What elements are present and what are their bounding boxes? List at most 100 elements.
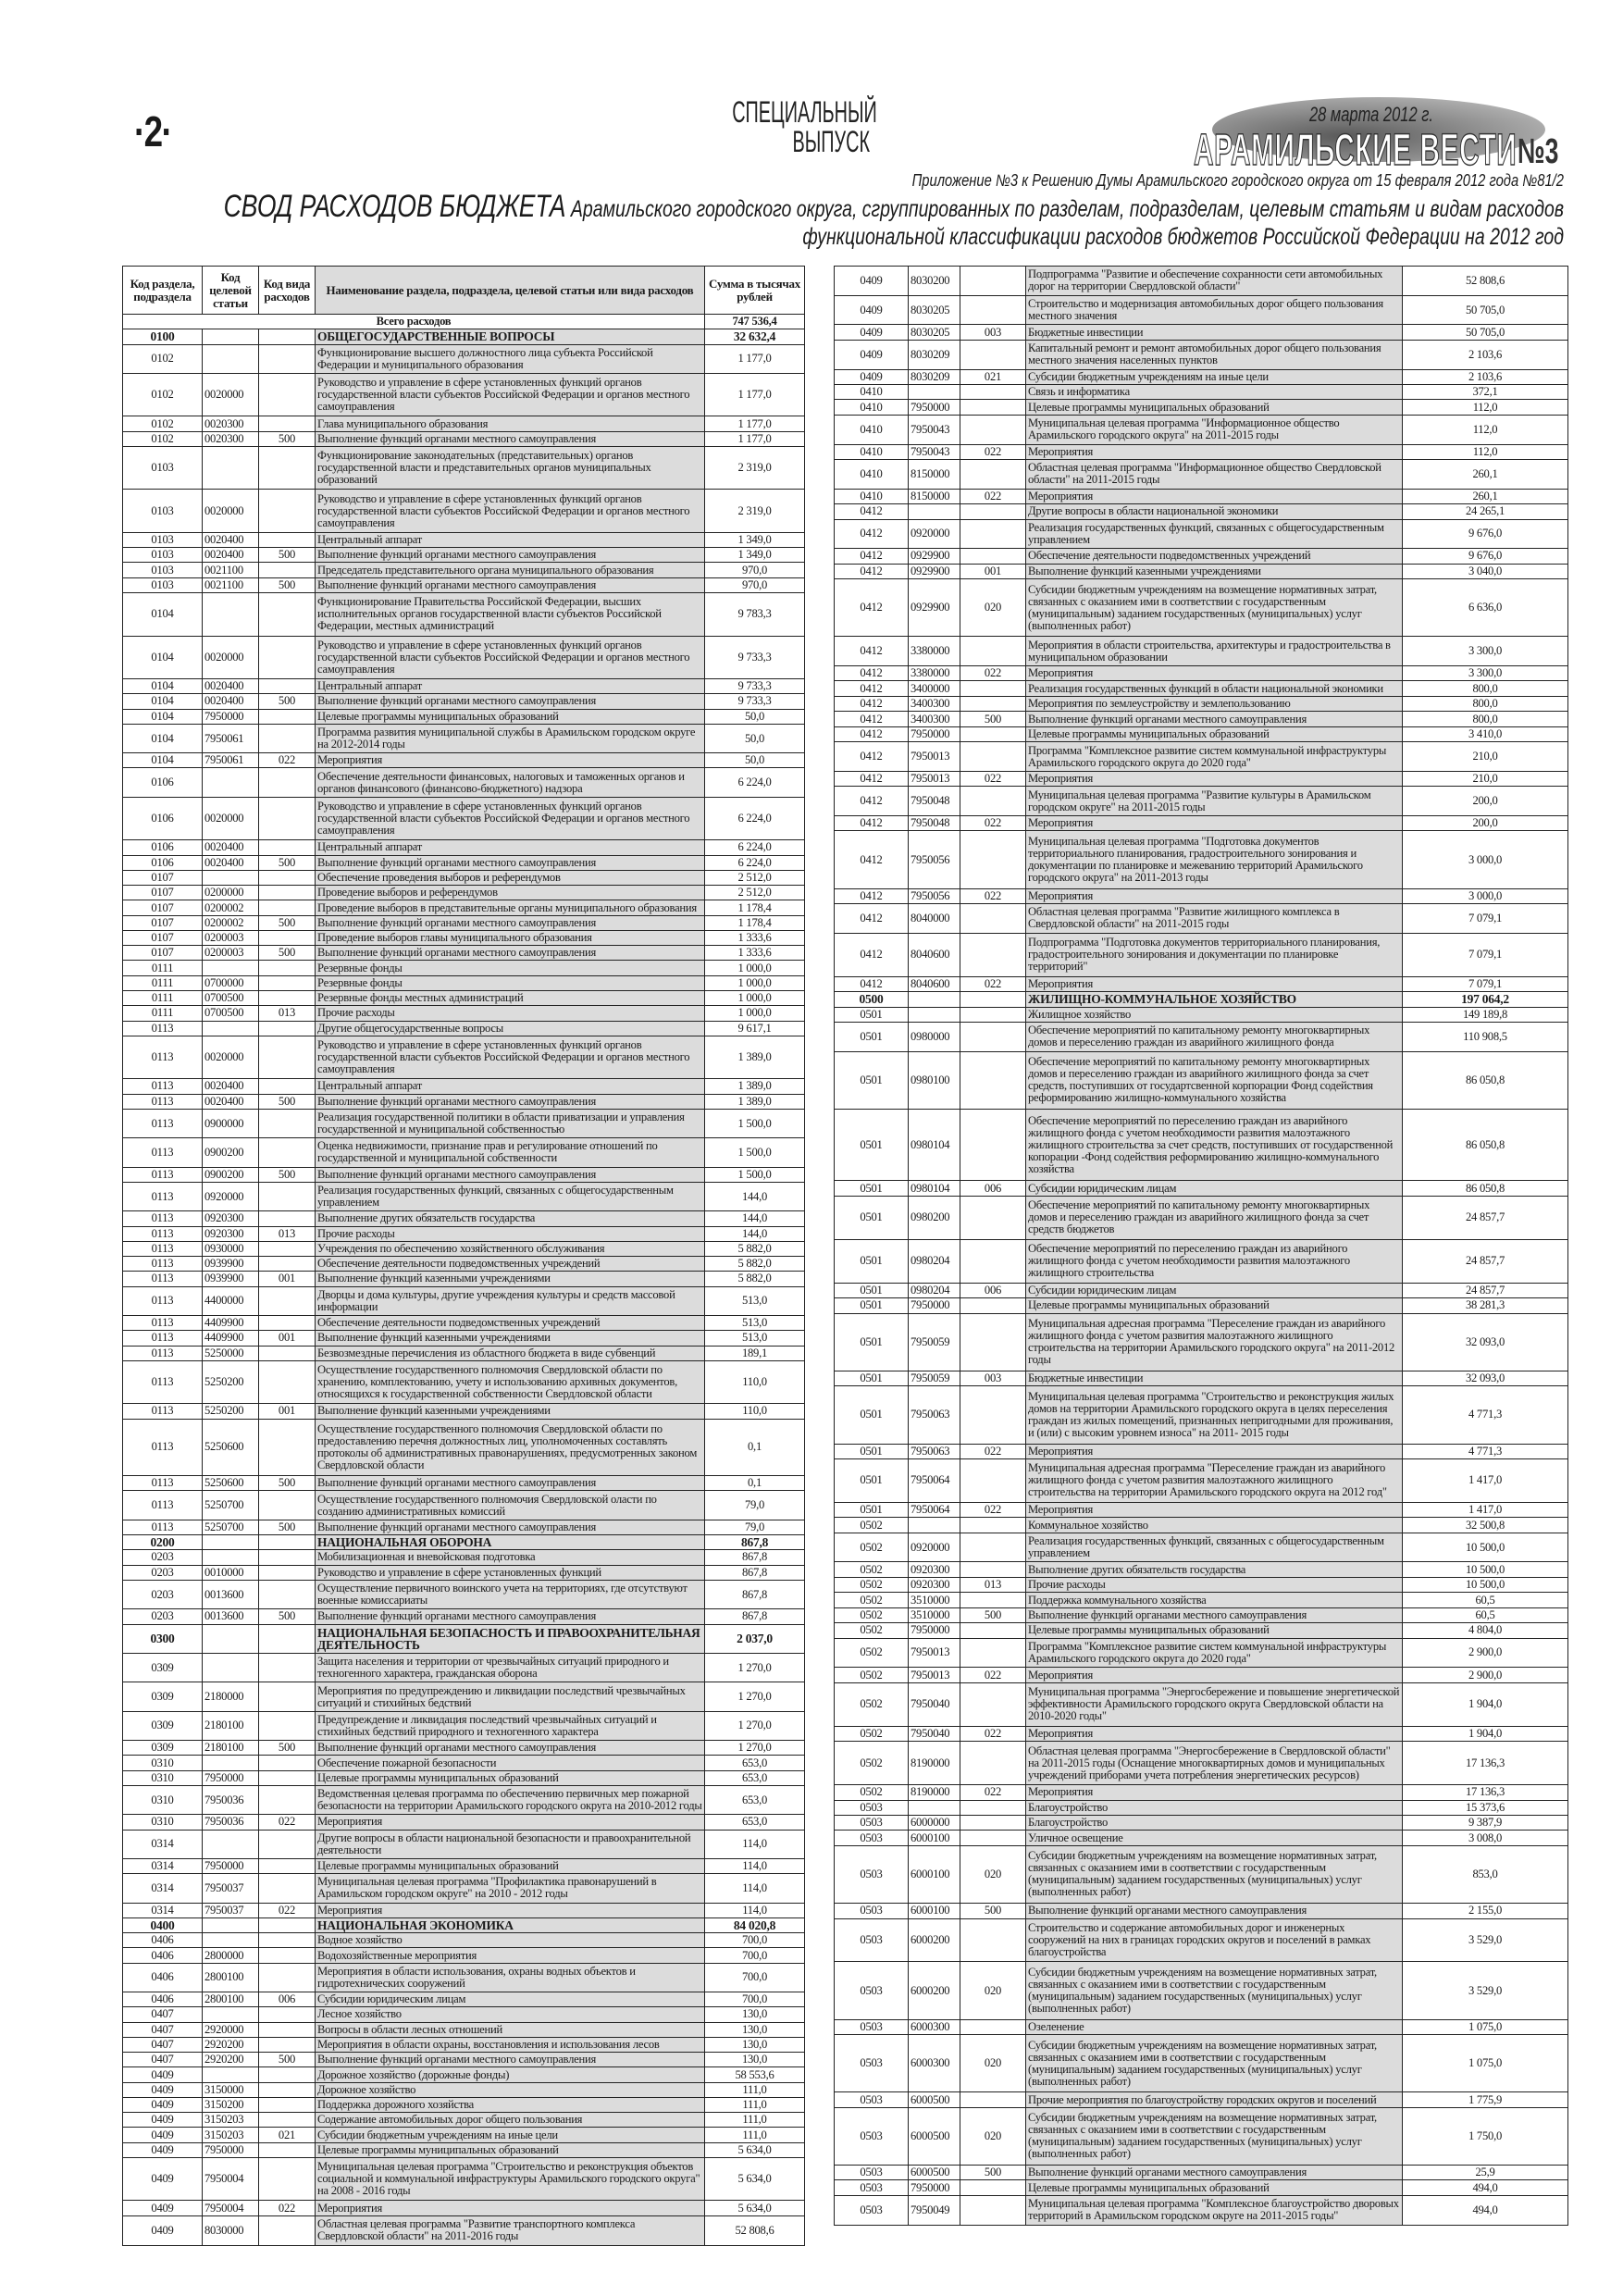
expense-kind-code <box>960 1385 1026 1445</box>
item-name: Центральный аппарат <box>315 839 705 856</box>
amount: 60,5 <box>1402 1607 1568 1624</box>
total-label: Всего расходов <box>122 313 705 330</box>
expense-kind-code <box>960 1799 1026 1816</box>
amount: 5 882,0 <box>704 1271 805 1287</box>
item-name: Мероприятия <box>1025 814 1403 832</box>
target-code: 5250700 <box>202 1490 259 1520</box>
expense-kind-code <box>258 1490 316 1520</box>
amount: 1 177,0 <box>704 343 805 374</box>
expense-kind-code <box>258 974 316 992</box>
item-name: Мероприятия по предупреждению и ликвидац… <box>315 1682 705 1712</box>
target-code: 7950004 <box>202 2200 259 2216</box>
section-code: 0503 <box>834 2091 909 2108</box>
column-header: Сумма в тысячах рублей <box>704 266 805 315</box>
expense-kind-code <box>960 1006 1026 1024</box>
target-code: 7950037 <box>202 1873 259 1904</box>
section-code: 0409 <box>834 324 909 341</box>
expense-kind-code: 022 <box>960 770 1026 788</box>
expense-kind-code <box>258 2096 316 2114</box>
amount: 114,0 <box>704 1873 805 1904</box>
table-row: 0502 0920000 Реализация государственных фу… <box>834 1532 1568 1563</box>
section-code: 0503 <box>834 2106 909 2166</box>
section-code: 0310 <box>122 1769 203 1786</box>
expense-kind-code <box>258 1755 316 1771</box>
expense-kind-code: 022 <box>960 1501 1026 1519</box>
table-row: 0409 8030000 Областная целевая программа "… <box>122 2215 805 2247</box>
target-code: 0200000 <box>202 885 259 901</box>
expense-kind-code: 500 <box>960 1903 1026 1919</box>
amount: 7 079,1 <box>1402 932 1568 977</box>
item-name: Выполнение функций органами местного сам… <box>1025 2164 1403 2181</box>
target-code <box>202 1932 259 1949</box>
expense-kind-code: 022 <box>258 752 316 769</box>
expense-kind-code: 022 <box>960 1784 1026 1801</box>
target-code: 7950061 <box>202 752 259 769</box>
amount: 10 500,0 <box>1402 1532 1568 1563</box>
target-code: 6000500 <box>908 2091 960 2108</box>
table-row: 0503 6000500 020 Субсидии бюджетным учрежде… <box>834 2106 1568 2166</box>
expense-kind-code <box>960 1741 1026 1786</box>
amount: 130,0 <box>704 2006 805 2023</box>
table-row: 0501 7950063 022 Мероприятия 4 771,3 <box>834 1443 1568 1459</box>
amount: 5 634,0 <box>704 2141 805 2158</box>
expense-kind-code <box>960 1238 1026 1284</box>
target-code: 6000200 <box>908 1961 960 2020</box>
section-code: 0103 <box>122 531 203 549</box>
logo-ellipse <box>1212 97 1545 162</box>
expense-kind-code <box>960 741 1026 772</box>
expense-kind-code: 500 <box>258 1608 316 1625</box>
target-code: 5250600 <box>202 1418 259 1477</box>
item-name: Мероприятия <box>315 752 705 769</box>
target-code: 3400300 <box>908 711 960 727</box>
target-code: 0980200 <box>908 1195 960 1240</box>
amount: 1 349,0 <box>704 531 805 549</box>
section-code: 0501 <box>834 1180 909 1197</box>
expense-kind-code <box>258 2156 316 2202</box>
section-code: 0111 <box>122 1005 203 1022</box>
item-name: Капитальный ремонт и ремонт автомобильны… <box>1025 339 1403 370</box>
amount: 1 904,0 <box>1402 1725 1568 1743</box>
section-code: 0409 <box>122 2096 203 2114</box>
title-rest: Арамильского городского округа, сгруппир… <box>570 196 1564 250</box>
table-row: 0502 3510000 Поддержка коммунального хозяй… <box>834 1592 1568 1608</box>
item-name: Субсидии юридическим лицам <box>315 1992 705 2008</box>
issue-date: 28 марта 2012 г. <box>1309 103 1433 126</box>
section-code: 0104 <box>122 723 203 754</box>
section-code: 0203 <box>122 1564 203 1581</box>
target-code <box>202 2006 259 2023</box>
amount: 17 136,3 <box>1402 1741 1568 1786</box>
section-code: 0310 <box>122 1755 203 1771</box>
target-code: 0920300 <box>908 1561 960 1578</box>
table-row: 0407 2920200 500 Выполнение функций органам… <box>122 2052 805 2068</box>
section-code: 0107 <box>122 885 203 901</box>
target-code: 0920300 <box>202 1210 259 1227</box>
item-name: Обеспечение мероприятий по переселению г… <box>1025 1238 1403 1284</box>
amount: 86 050,8 <box>1402 1180 1568 1197</box>
target-code: 5250200 <box>202 1403 259 1420</box>
item-name: Мероприятия <box>1025 770 1403 788</box>
expense-kind-code: 500 <box>258 430 316 447</box>
amount: 2 319,0 <box>704 489 805 533</box>
expense-kind-code <box>960 1622 1026 1639</box>
amount: 9 387,9 <box>1402 1814 1568 1831</box>
table-row: 0104 7950061 022 Мероприятия 50,0 <box>122 752 805 769</box>
amount: 144,0 <box>704 1181 805 1212</box>
section-code: 0501 <box>834 1238 909 1284</box>
item-name: Другие вопросы в области национальной эк… <box>1025 503 1403 520</box>
target-code: 0020000 <box>202 372 259 417</box>
section-code: 0409 <box>834 339 909 370</box>
table-row: 0104 0020400 Центральный аппарат 9 733,3 <box>122 678 805 695</box>
target-code: 7950036 <box>202 1814 259 1831</box>
item-name: Выполнение функций органами местного сам… <box>315 547 705 564</box>
expense-kind-code <box>960 1830 1026 1846</box>
table-row: 0410 7950000 Целевые программы муниципальн… <box>834 399 1568 416</box>
amount: 700,0 <box>704 1947 805 1964</box>
target-code: 5250600 <box>202 1475 259 1492</box>
amount: 5 634,0 <box>704 2200 805 2216</box>
target-code <box>202 1534 259 1551</box>
item-name: Выполнение функций органами местного сам… <box>315 577 705 594</box>
section-code: 0111 <box>122 960 203 976</box>
table-row: 0501 0980104 006 Субсидии юридическим лицам… <box>834 1180 1568 1197</box>
target-code: 5250000 <box>202 1345 259 1361</box>
amount: 970,0 <box>704 577 805 594</box>
